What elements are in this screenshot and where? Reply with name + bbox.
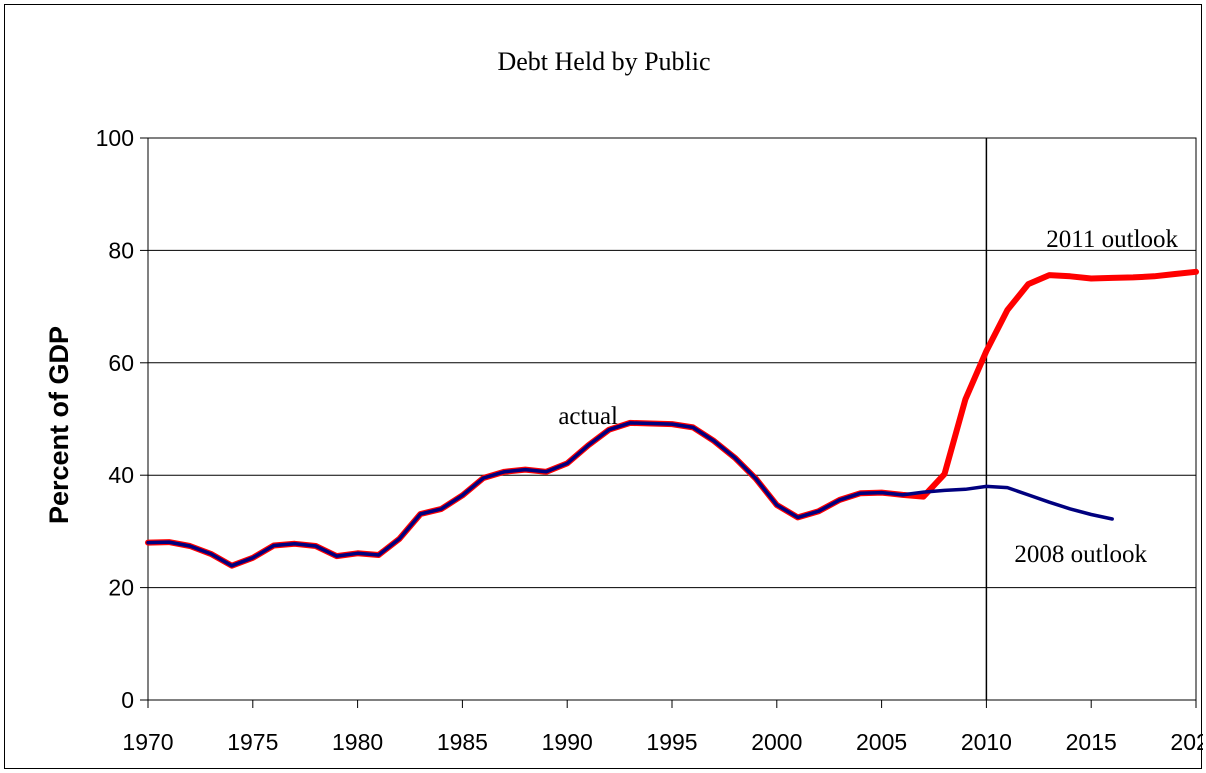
annotation-label: 2008 outlook: [1014, 541, 1147, 568]
x-tick-label: 2010: [961, 729, 1012, 755]
grid-lines: [148, 249, 1196, 589]
chart-frame: Debt Held by Public Percent of GDP 0 20 40…: [4, 4, 1203, 769]
plot-area: [147, 137, 1197, 701]
x-tick-label: 2000: [751, 729, 802, 755]
y-axis-label: Percent of GDP: [44, 326, 74, 524]
annotations: actual 2011 outlook 2008 outlook: [558, 226, 1178, 568]
annotation-label: actual: [558, 403, 618, 430]
x-tick-label: 1970: [122, 729, 173, 755]
x-tick-label: 1995: [646, 729, 697, 755]
y-tick-label: 0: [121, 687, 134, 713]
x-tick-label: 2020: [1170, 729, 1203, 755]
line-chart: Debt Held by Public Percent of GDP 0 20 40…: [44, 47, 1203, 755]
axis-ticks: 0 20 40 60 80 100 1970 1975 1980 1985 1990 1995 2000…: [96, 125, 1203, 755]
x-tick-label: 1985: [437, 729, 488, 755]
y-tick-label: 100: [96, 125, 134, 151]
y-tick-label: 80: [108, 237, 134, 263]
x-tick-label: 1980: [332, 729, 383, 755]
series-lines: [145, 268, 1199, 569]
annotation-label: 2011 outlook: [1046, 226, 1178, 253]
series-line-2011-outlook: [145, 268, 1199, 569]
y-tick-label: 60: [108, 350, 134, 376]
y-tick-label: 20: [108, 575, 134, 601]
chart-title: Debt Held by Public: [497, 47, 710, 76]
series-line-2008-outlook: [146, 421, 1114, 568]
x-tick-label: 2005: [856, 729, 907, 755]
x-tick-label: 1990: [542, 729, 593, 755]
y-tick-label: 40: [108, 462, 134, 488]
x-tick-label: 2015: [1066, 729, 1117, 755]
x-tick-label: 1975: [227, 729, 278, 755]
